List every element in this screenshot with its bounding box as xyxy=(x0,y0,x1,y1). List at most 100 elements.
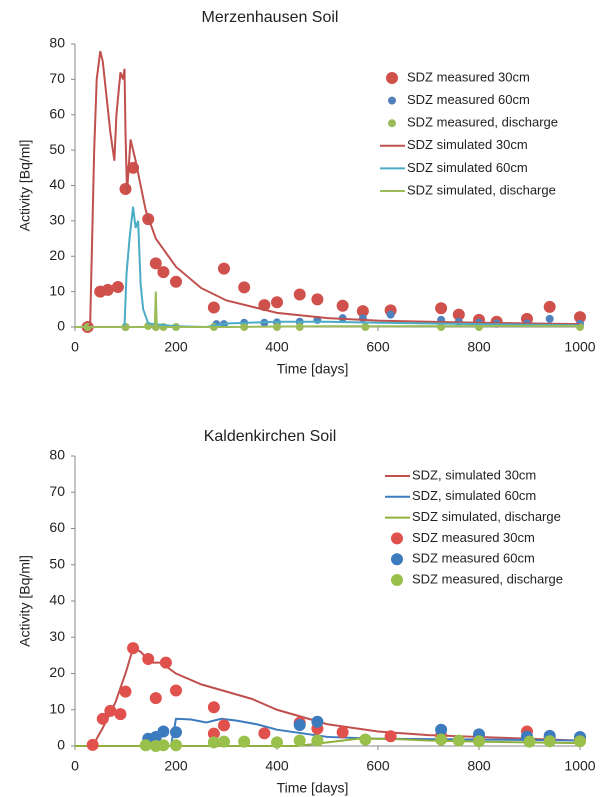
data-point xyxy=(238,735,251,748)
data-point xyxy=(435,723,448,736)
y-tick-label: 0 xyxy=(57,737,65,753)
legend-label: SDZ simulated 30cm xyxy=(407,137,528,152)
data-point xyxy=(311,734,324,747)
legend-swatch xyxy=(388,119,396,128)
data-point xyxy=(435,733,448,746)
y-tick-label: 40 xyxy=(49,592,65,608)
x-tick-label: 0 xyxy=(71,339,79,355)
data-point xyxy=(119,685,132,698)
data-point xyxy=(574,735,586,748)
data-point xyxy=(452,308,465,321)
y-tick-label: 80 xyxy=(49,35,65,51)
x-tick-label: 800 xyxy=(467,758,491,774)
legend-label: SDZ, simulated 60cm xyxy=(412,488,536,503)
data-point xyxy=(311,293,324,306)
y-axis-label: Activity [Bq/ml] xyxy=(17,140,33,232)
data-point xyxy=(217,262,230,275)
y-tick-label: 70 xyxy=(49,70,65,86)
data-point xyxy=(104,704,117,717)
x-tick-label: 200 xyxy=(164,339,188,355)
data-point xyxy=(293,734,306,747)
data-point xyxy=(139,739,152,752)
legend-label: SDZ measured 60cm xyxy=(412,551,535,566)
data-point xyxy=(452,734,465,747)
data-point xyxy=(271,736,283,749)
data-point xyxy=(170,726,182,739)
x-tick-label: 1000 xyxy=(564,339,595,355)
legend-label: SDZ measured 30cm xyxy=(412,530,535,545)
data-point xyxy=(384,730,397,743)
legend-label: SDZ measured, discharge xyxy=(412,571,563,586)
data-point xyxy=(159,656,172,669)
data-point xyxy=(293,288,306,301)
legend-swatch xyxy=(391,553,403,566)
data-point xyxy=(149,257,162,270)
data-point xyxy=(356,305,369,318)
data-point xyxy=(574,311,586,324)
data-point xyxy=(86,738,99,751)
data-point xyxy=(119,183,132,196)
x-axis-label: Time [days] xyxy=(277,361,349,377)
y-tick-label: 40 xyxy=(49,176,65,192)
legend-swatch xyxy=(391,532,403,545)
x-axis-label: Time [days] xyxy=(277,780,349,796)
legend-swatch xyxy=(386,72,398,84)
data-point xyxy=(149,692,162,705)
series-line xyxy=(87,50,581,328)
chart-title: Kaldenkirchen Soil xyxy=(204,428,337,445)
data-point xyxy=(473,735,485,748)
legend-label: SDZ measured 30cm xyxy=(407,69,530,84)
data-point xyxy=(111,281,124,294)
y-tick-label: 30 xyxy=(49,212,65,228)
data-point xyxy=(207,301,220,314)
y-axis-label: Activity [Bq/ml] xyxy=(17,555,33,647)
y-tick-label: 50 xyxy=(49,555,65,571)
x-tick-label: 1000 xyxy=(564,758,595,774)
y-tick-label: 10 xyxy=(49,282,65,298)
data-point xyxy=(543,735,556,748)
x-tick-label: 600 xyxy=(366,758,390,774)
y-tick-label: 80 xyxy=(49,447,65,463)
data-point xyxy=(127,642,140,655)
data-point xyxy=(157,725,170,738)
y-tick-label: 70 xyxy=(49,483,65,499)
y-tick-label: 30 xyxy=(49,628,65,644)
data-point xyxy=(293,718,306,731)
series-line xyxy=(75,206,581,329)
data-point xyxy=(336,726,349,739)
data-point xyxy=(170,684,182,697)
legend-label: SDZ, simulated 30cm xyxy=(412,467,536,482)
y-tick-label: 20 xyxy=(49,664,65,680)
data-point xyxy=(170,739,182,752)
data-point xyxy=(238,281,251,294)
data-point xyxy=(101,283,114,296)
x-tick-label: 200 xyxy=(164,758,188,774)
series-line xyxy=(75,291,581,328)
data-point xyxy=(217,719,230,732)
legend-swatch xyxy=(388,96,396,105)
y-tick-label: 20 xyxy=(49,247,65,263)
data-point xyxy=(359,733,372,746)
y-tick-label: 0 xyxy=(57,318,65,334)
legend-label: SDZ simulated, discharge xyxy=(407,182,556,197)
x-tick-label: 600 xyxy=(366,339,390,355)
x-tick-label: 800 xyxy=(467,339,491,355)
x-tick-label: 400 xyxy=(265,758,289,774)
data-point xyxy=(157,266,170,279)
legend-swatch xyxy=(391,574,403,586)
legend-label: SDZ simulated 60cm xyxy=(407,160,528,175)
legend-label: SDZ simulated, discharge xyxy=(412,509,561,524)
data-point xyxy=(523,735,536,748)
data-point xyxy=(96,712,109,725)
data-point xyxy=(271,296,283,309)
data-point xyxy=(217,735,230,748)
legend-label: SDZ measured 60cm xyxy=(407,92,530,107)
data-point xyxy=(311,715,324,728)
x-tick-label: 400 xyxy=(265,339,289,355)
legend-label: SDZ measured, discharge xyxy=(407,115,558,130)
data-point xyxy=(258,727,271,740)
data-point xyxy=(207,736,220,749)
data-point xyxy=(543,300,556,313)
data-point xyxy=(386,310,395,319)
